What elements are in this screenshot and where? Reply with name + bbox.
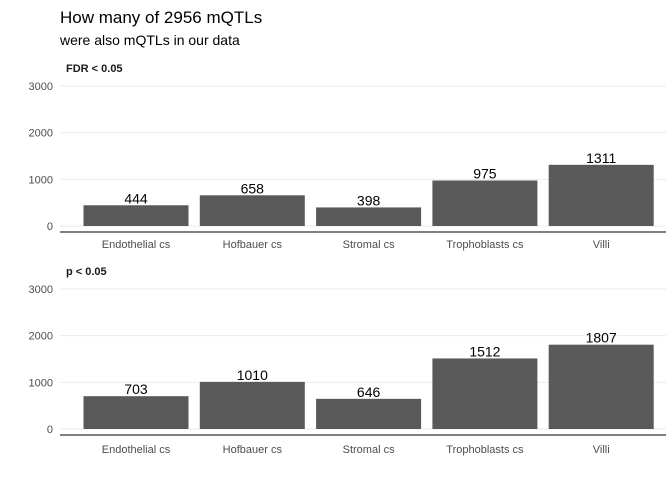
- x-tick-label: Villi: [593, 239, 610, 251]
- bar-value-label: 658: [241, 180, 265, 196]
- facet-strip-label: FDR < 0.05: [66, 63, 123, 75]
- x-tick-label: Stromal cs: [343, 239, 395, 251]
- bar: [316, 398, 422, 429]
- y-tick-label: 0: [47, 221, 53, 233]
- bar-value-label: 646: [357, 384, 381, 400]
- y-tick-label: 0: [47, 424, 53, 436]
- y-tick-label: 1000: [29, 377, 53, 389]
- bar-value-label: 1807: [586, 330, 617, 346]
- bar-value-label: 398: [357, 192, 381, 208]
- chart-subtitle: were also mQTLs in our data: [59, 32, 240, 48]
- facet-panel: FDR < 0.05 0 1000 2000 3000 444 Endothelial cs…: [29, 63, 666, 251]
- bar: [83, 205, 189, 226]
- x-tick-label: Hofbauer cs: [223, 239, 283, 251]
- bar: [432, 358, 538, 429]
- y-tick-label: 1000: [29, 174, 53, 186]
- x-tick-label: Endothelial cs: [102, 239, 171, 251]
- bar: [199, 195, 305, 226]
- bar: [316, 207, 422, 226]
- chart-title: How many of 2956 mQTLs: [60, 8, 262, 27]
- y-tick-label: 3000: [29, 284, 53, 296]
- facet-strip-label: p < 0.05: [66, 266, 107, 278]
- x-tick-label: Stromal cs: [343, 444, 395, 456]
- bar-value-label: 975: [473, 166, 497, 182]
- x-tick-label: Endothelial cs: [102, 444, 171, 456]
- bar-value-label: 1311: [586, 150, 616, 166]
- bar: [548, 344, 654, 429]
- x-tick-label: Villi: [593, 444, 610, 456]
- bar-value-label: 444: [124, 190, 148, 206]
- x-tick-label: Trophoblasts cs: [446, 444, 524, 456]
- panels: FDR < 0.05 0 1000 2000 3000 444 Endothelial cs…: [29, 63, 666, 456]
- bar: [548, 164, 654, 226]
- y-tick-label: 3000: [29, 81, 53, 93]
- x-tick-label: Hofbauer cs: [223, 444, 283, 456]
- y-tick-label: 2000: [29, 128, 53, 140]
- bar-value-label: 703: [124, 381, 148, 397]
- bar-value-label: 1512: [469, 343, 500, 359]
- facet-panel: p < 0.05 0 1000 2000 3000 703 Endothelial cs 10…: [29, 266, 666, 456]
- x-tick-label: Trophoblasts cs: [446, 239, 524, 251]
- y-tick-label: 2000: [29, 331, 53, 343]
- bar: [432, 180, 538, 226]
- bar-value-label: 1010: [237, 367, 268, 383]
- bar: [83, 396, 189, 429]
- bar: [199, 381, 305, 429]
